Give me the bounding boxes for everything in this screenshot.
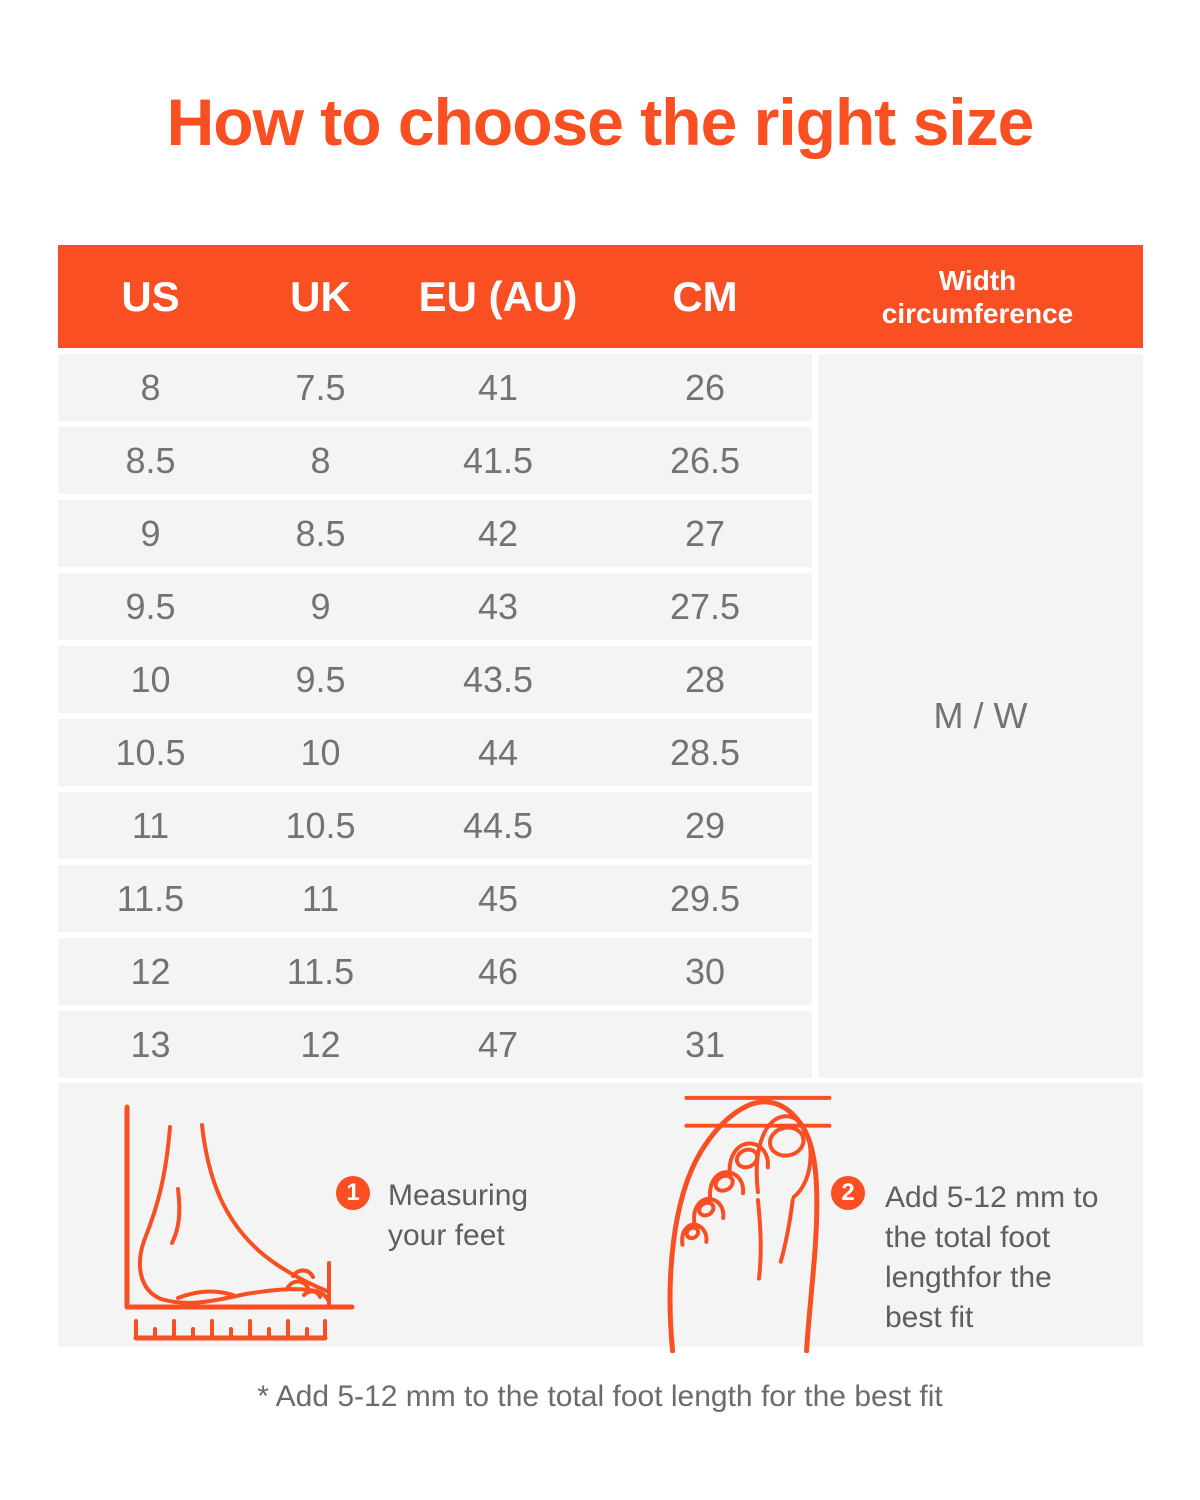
size-chart-table: US UK EU (AU) CM Width circumference 8 7… — [58, 245, 1143, 1078]
cell-eu: 47 — [477, 1023, 519, 1065]
cell-cm: 28.5 — [669, 731, 741, 773]
cell-us: 12 — [130, 950, 171, 992]
step-2-number: 2 — [841, 1179, 855, 1206]
table-row: 9 8.5 42 27 — [58, 500, 812, 567]
cell-eu: 41.5 — [462, 439, 534, 481]
foot-side-view-icon — [124, 1104, 355, 1341]
step-1-badge: 1 — [336, 1176, 370, 1210]
step-2-line: best fit — [885, 1301, 974, 1334]
header-cm: CM — [672, 272, 738, 320]
cell-us: 8.5 — [125, 439, 176, 481]
table-body-size-columns: 8 7.5 41 26 8.5 8 41.5 26.5 9 8.5 42 27 … — [58, 354, 812, 1078]
step-1-line: Measuring — [388, 1179, 529, 1212]
cell-uk: 10 — [300, 731, 341, 773]
table-row: 10.5 10 44 28.5 — [58, 719, 812, 786]
cell-cm: 27 — [684, 512, 726, 554]
cell-us: 8 — [140, 366, 161, 408]
header-eu-au: EU (AU) — [418, 272, 578, 320]
table-body: 8 7.5 41 26 8.5 8 41.5 26.5 9 8.5 42 27 … — [58, 348, 1143, 1078]
table-row: 8.5 8 41.5 26.5 — [58, 427, 812, 494]
cell-cm: 26 — [684, 366, 726, 408]
step-2-line: Add 5-12 mm to — [885, 1181, 1099, 1214]
cell-eu: 45 — [477, 877, 519, 919]
cell-eu: 43.5 — [462, 658, 534, 700]
cell-cm: 30 — [684, 950, 726, 992]
step-2-badge: 2 — [831, 1176, 865, 1210]
table-row: 10 9.5 43.5 28 — [58, 646, 812, 713]
cell-uk: 12 — [300, 1023, 341, 1065]
cell-us: 11 — [131, 804, 170, 846]
cell-cm: 29.5 — [669, 877, 741, 919]
cell-uk: 11.5 — [286, 950, 355, 992]
header-us: US — [121, 272, 180, 320]
table-row: 13 12 47 31 — [58, 1011, 812, 1078]
cell-us: 9 — [140, 512, 161, 554]
header-width-circumference: Width circumference — [812, 264, 1143, 330]
step-2-line: the total foot — [885, 1221, 1051, 1254]
table-row: 12 11.5 46 30 — [58, 938, 812, 1005]
measuring-instructions-band: 1 Measuring your feet 2 Add 5-12 mm to — [58, 1083, 1143, 1353]
page-title: How to choose the right size — [166, 85, 1035, 159]
cell-cm: 29 — [684, 804, 726, 846]
cell-cm: 26.5 — [669, 439, 741, 481]
cell-uk: 7.5 — [295, 366, 346, 408]
cell-cm: 31 — [684, 1023, 726, 1065]
table-row: 11.5 11 45 29.5 — [58, 865, 812, 932]
step-1-text: Measuring your feet — [388, 1176, 528, 1256]
table-row: 9.5 9 43 27.5 — [58, 573, 812, 640]
cell-us: 13 — [130, 1023, 171, 1065]
cell-us: 11.5 — [116, 877, 185, 919]
cell-uk: 9 — [310, 585, 331, 627]
width-circumference-merged-cell: M / W — [818, 354, 1143, 1078]
header-width-circumference-label: Width circumference — [881, 264, 1074, 329]
cell-eu: 46 — [477, 950, 519, 992]
cell-us: 9.5 — [125, 585, 176, 627]
cell-uk: 11 — [301, 877, 340, 919]
table-row: 11 10.5 44.5 29 — [58, 792, 812, 859]
cell-uk: 10.5 — [285, 804, 356, 846]
table-header-row: US UK EU (AU) CM Width circumference — [58, 245, 1143, 348]
step-1-line: your feet — [388, 1219, 505, 1252]
foot-top-view-icon — [667, 1095, 832, 1353]
cell-eu: 44.5 — [462, 804, 534, 846]
step-2-text: Add 5-12 mm to the total foot lengthfor … — [885, 1178, 1098, 1338]
cell-eu: 41 — [477, 366, 519, 408]
cell-uk: 8 — [310, 439, 331, 481]
step-2-line: lengthfor the — [885, 1261, 1052, 1294]
cell-eu: 43 — [477, 585, 519, 627]
cell-us: 10.5 — [115, 731, 186, 773]
footnote: * Add 5-12 mm to the total foot length f… — [257, 1380, 943, 1413]
cell-uk: 9.5 — [295, 658, 346, 700]
header-uk: UK — [290, 272, 351, 320]
cell-us: 10 — [130, 658, 171, 700]
step-1-number: 1 — [346, 1179, 360, 1206]
cell-cm: 28 — [684, 658, 726, 700]
table-row: 8 7.5 41 26 — [58, 354, 812, 421]
cell-uk: 8.5 — [295, 512, 346, 554]
cell-eu: 44 — [477, 731, 519, 773]
cell-cm: 27.5 — [669, 585, 741, 627]
cell-eu: 42 — [477, 512, 519, 554]
